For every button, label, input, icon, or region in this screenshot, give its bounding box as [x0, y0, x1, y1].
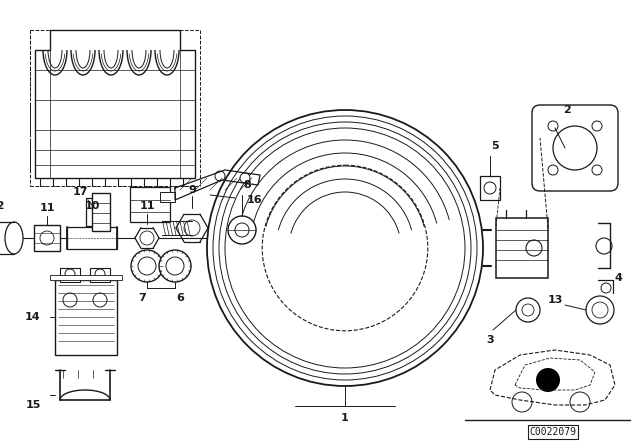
Bar [67, 227, 117, 249]
Circle shape [138, 257, 156, 275]
Ellipse shape [5, 222, 23, 254]
Circle shape [536, 368, 560, 392]
Circle shape [95, 269, 105, 279]
Circle shape [215, 171, 225, 181]
Circle shape [548, 165, 558, 175]
Circle shape [548, 121, 558, 131]
Circle shape [484, 182, 496, 194]
Circle shape [526, 240, 542, 256]
Text: 11: 11 [140, 201, 155, 211]
Circle shape [596, 238, 612, 254]
Bar [34, 225, 60, 251]
Circle shape [592, 165, 602, 175]
Text: 9: 9 [188, 185, 196, 195]
Circle shape [166, 257, 184, 275]
Circle shape [184, 220, 200, 236]
Circle shape [159, 250, 191, 282]
Circle shape [516, 298, 540, 322]
Text: 1: 1 [341, 413, 349, 423]
Circle shape [40, 231, 54, 245]
Bar [90, 268, 110, 282]
Text: C0022079: C0022079 [529, 427, 577, 437]
Circle shape [65, 269, 75, 279]
Text: 10: 10 [84, 201, 100, 211]
Text: 7: 7 [138, 293, 146, 303]
Circle shape [219, 122, 471, 374]
Bar [160, 192, 175, 202]
Circle shape [93, 293, 107, 307]
Circle shape [131, 250, 163, 282]
FancyBboxPatch shape [532, 105, 618, 191]
Circle shape [592, 302, 608, 318]
Circle shape [522, 304, 534, 316]
Text: 12: 12 [0, 201, 4, 211]
Circle shape [235, 223, 249, 237]
Text: 4: 4 [614, 273, 622, 283]
Circle shape [240, 173, 250, 183]
Circle shape [592, 121, 602, 131]
Text: 2: 2 [563, 105, 571, 115]
Text: 6: 6 [176, 293, 184, 303]
Circle shape [586, 296, 614, 324]
Bar [60, 268, 80, 282]
Bar [92, 193, 110, 231]
Text: 5: 5 [491, 141, 499, 151]
Bar [496, 218, 548, 278]
Circle shape [553, 126, 597, 170]
Bar [50, 275, 122, 280]
Text: 8: 8 [243, 180, 251, 190]
Circle shape [601, 283, 611, 293]
Circle shape [140, 231, 154, 245]
Circle shape [213, 116, 477, 380]
Text: 11: 11 [39, 203, 55, 213]
Circle shape [63, 293, 77, 307]
Circle shape [228, 216, 256, 244]
Bar [480, 176, 500, 200]
Text: 17: 17 [72, 187, 88, 197]
Text: 13: 13 [547, 295, 563, 305]
Bar [130, 187, 170, 222]
Text: 3: 3 [486, 335, 494, 345]
Circle shape [262, 165, 428, 331]
Circle shape [207, 110, 483, 386]
Text: 14: 14 [25, 312, 41, 322]
Circle shape [570, 392, 590, 412]
Circle shape [225, 128, 465, 368]
Text: 15: 15 [26, 400, 41, 410]
Circle shape [512, 392, 532, 412]
Bar [55, 280, 117, 355]
Text: 16: 16 [247, 195, 263, 205]
